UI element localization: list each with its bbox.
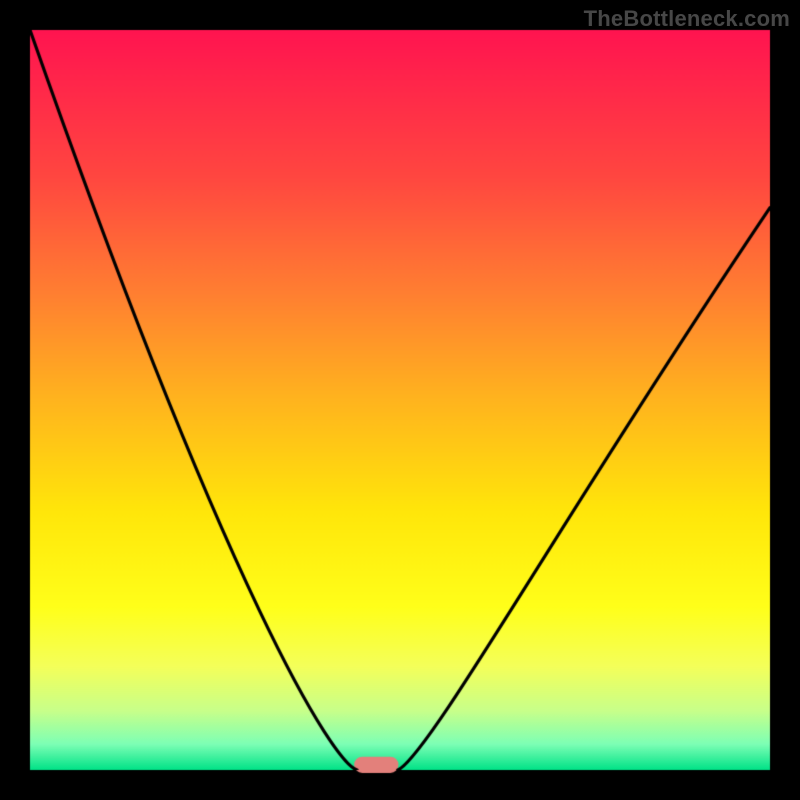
watermark-text: TheBottleneck.com: [584, 6, 790, 32]
chart-stage: TheBottleneck.com: [0, 0, 800, 800]
chart-canvas: [0, 0, 800, 800]
